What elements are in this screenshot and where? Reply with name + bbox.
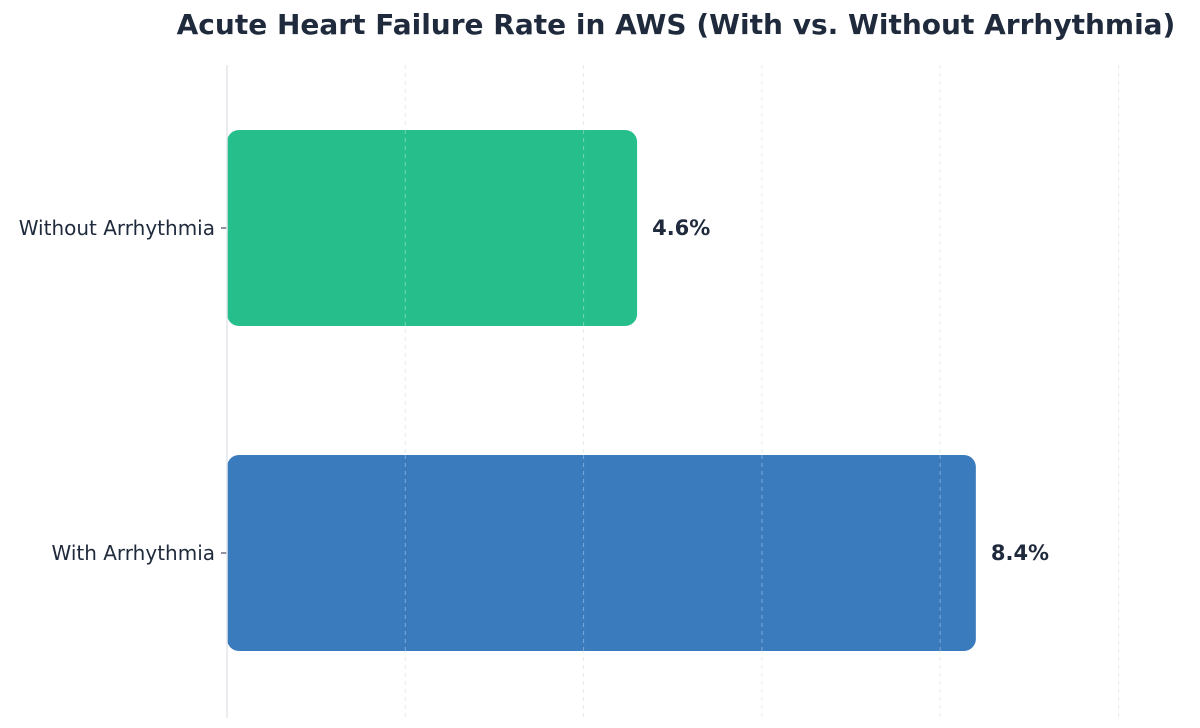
category-label: With Arrhythmia <box>51 541 215 565</box>
category-label: Without Arrhythmia <box>19 216 215 240</box>
axes <box>221 65 228 718</box>
bars <box>227 130 976 651</box>
value-label: 8.4% <box>991 541 1049 565</box>
chart-title: Acute Heart Failure Rate in AWS (With vs… <box>177 8 1176 41</box>
labels: 8.4% With Arrhythmia 4.6% Without Arrhythmi… <box>19 216 1049 565</box>
bar-gridlines <box>404 130 941 651</box>
bar-without-arrhythmia <box>227 130 638 326</box>
bar-with-arrhythmia <box>227 455 976 651</box>
value-label: 4.6% <box>652 216 710 240</box>
